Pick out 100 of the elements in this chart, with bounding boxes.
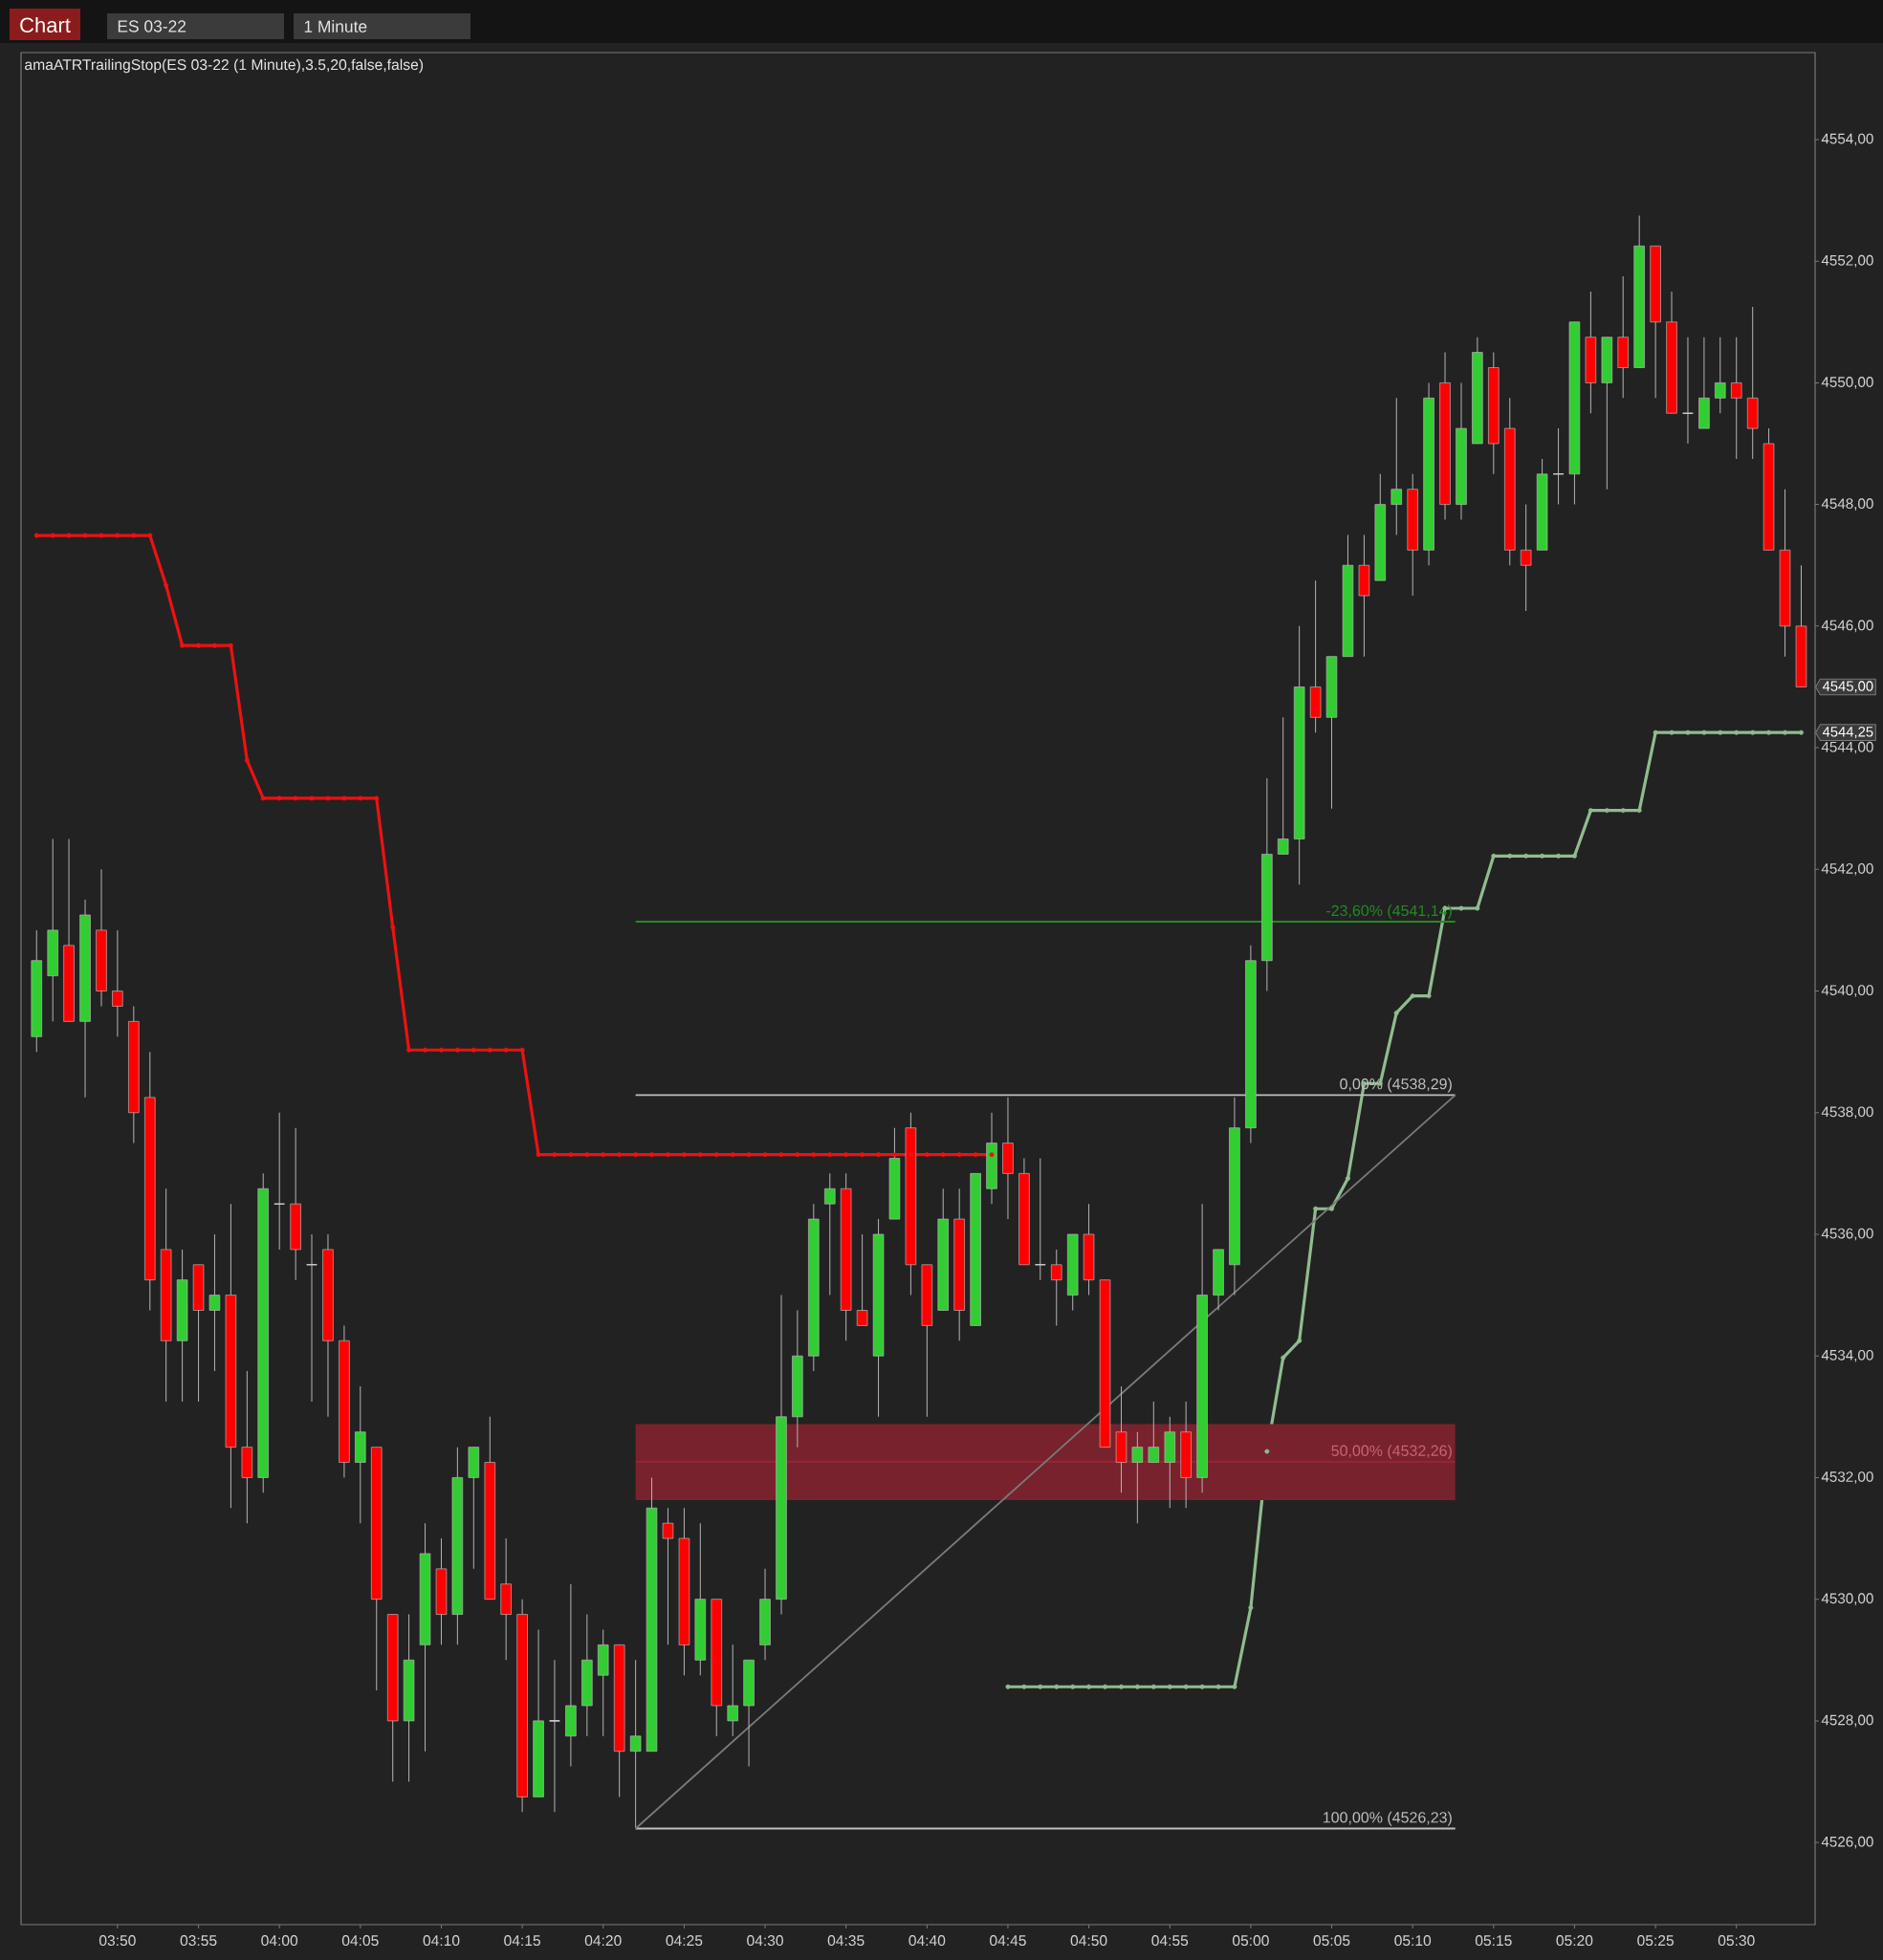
candlestick [1148, 1401, 1160, 1464]
point [164, 582, 169, 588]
point [374, 795, 380, 801]
y-tick-label: 4554,00 [1821, 133, 1873, 146]
point [1750, 730, 1756, 735]
candlestick [273, 1112, 286, 1251]
point [1070, 1684, 1076, 1689]
point [276, 795, 282, 801]
point [1587, 808, 1593, 814]
point [730, 1152, 735, 1158]
point [552, 1152, 558, 1158]
point [1458, 905, 1464, 911]
point [1523, 853, 1529, 859]
point [1345, 1175, 1350, 1181]
point [1264, 1448, 1270, 1454]
x-tick-label: 04:15 [504, 1935, 540, 1947]
point [1620, 808, 1626, 814]
point [1491, 853, 1497, 859]
y-tick-label: 4550,00 [1821, 377, 1873, 389]
point [1054, 1684, 1060, 1689]
point [584, 1152, 590, 1158]
point [1215, 1684, 1221, 1689]
point [1005, 1684, 1011, 1689]
point [211, 642, 217, 648]
point [1783, 730, 1788, 735]
point [681, 1152, 687, 1158]
x-tick-label: 03:50 [99, 1935, 136, 1947]
candlestick [824, 1172, 836, 1296]
x-tick-label: 04:20 [584, 1935, 622, 1947]
y-tick-label: 4528,00 [1821, 1714, 1873, 1728]
point [358, 795, 363, 801]
point [633, 1152, 639, 1158]
y-tick-label: 4532,00 [1821, 1471, 1873, 1484]
point [115, 533, 120, 538]
point [713, 1152, 719, 1158]
point [1167, 1684, 1172, 1689]
point [860, 1152, 865, 1158]
candlestick [1277, 716, 1289, 855]
point [1103, 1684, 1108, 1689]
point [390, 925, 396, 930]
point [649, 1152, 654, 1158]
point [406, 1047, 412, 1053]
point [1701, 730, 1707, 735]
point [487, 1047, 493, 1053]
x-tick-label: 04:25 [666, 1935, 703, 1947]
y-tick-label: 4536,00 [1821, 1228, 1873, 1241]
candlestick [112, 929, 123, 1037]
y-tick-label: 4530,00 [1821, 1593, 1873, 1605]
point [601, 1152, 606, 1158]
point [341, 795, 347, 801]
point [244, 757, 250, 763]
text: 4544,25 [1822, 727, 1873, 739]
x-tick-label: 05:30 [1718, 1935, 1755, 1947]
point [1718, 730, 1723, 735]
point [1636, 808, 1642, 814]
point [1313, 1206, 1319, 1211]
text: ES 03-22 [118, 20, 186, 33]
point [568, 1152, 574, 1158]
point [1393, 1010, 1399, 1015]
point [843, 1152, 849, 1158]
point [1232, 1684, 1237, 1689]
candlestick [1520, 504, 1532, 612]
point [439, 1047, 444, 1053]
x-tick-label: 04:35 [827, 1935, 865, 1947]
y-tick-label: 4526,00 [1821, 1836, 1873, 1849]
point [1734, 730, 1740, 735]
point [1038, 1684, 1043, 1689]
point [66, 533, 72, 538]
point [1248, 1605, 1254, 1611]
point [260, 795, 266, 801]
point [1571, 853, 1577, 859]
point [811, 1152, 817, 1158]
text: 4545,00 [1822, 681, 1873, 693]
point [196, 642, 202, 648]
point [876, 1152, 882, 1158]
x-tick-label: 04:45 [990, 1935, 1026, 1947]
point [1150, 1684, 1156, 1689]
point [519, 1047, 525, 1053]
point [762, 1152, 768, 1158]
x-tick-label: 03:55 [180, 1935, 217, 1947]
point [956, 1152, 962, 1158]
point [746, 1152, 752, 1158]
candlestick [662, 1507, 674, 1645]
point [99, 533, 104, 538]
point [1653, 730, 1658, 735]
series-label: 100,00% (4526,23) [1324, 1811, 1452, 1826]
point [503, 1047, 509, 1053]
text: Chart [20, 16, 71, 33]
point [1183, 1684, 1189, 1689]
point [989, 1152, 995, 1158]
y-tick-label: 4546,00 [1821, 620, 1873, 633]
point [1021, 1684, 1027, 1689]
text: 1 Minute [304, 20, 367, 33]
point [50, 533, 55, 538]
point [891, 1152, 897, 1158]
point [33, 533, 39, 538]
point [1604, 808, 1609, 814]
chart-title: amaATRTrailingStop(ES 03-22 (1 Minute),3.5,20,false,false) [25, 58, 424, 74]
y-tick-label: 4548,00 [1821, 498, 1873, 511]
candlestick [1715, 337, 1726, 414]
